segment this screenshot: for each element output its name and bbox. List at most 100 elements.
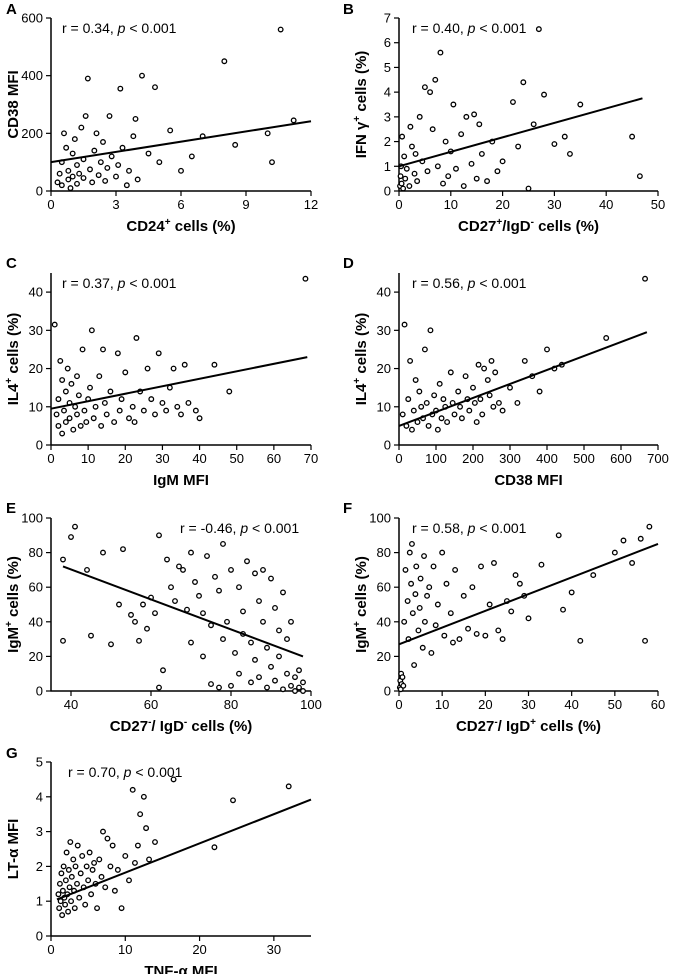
x-axis-label: CD38 MFI [494,472,562,489]
data-point [284,670,290,677]
x-axis-label-text-3: cells (%) [187,718,252,735]
y-tick-label: 100 [21,511,43,526]
data-point [611,549,618,556]
data-point [475,361,482,368]
data-point [70,426,77,433]
p-symbol: p [467,520,476,536]
x-axis-label-text-2: cells (%) [171,218,236,235]
data-point [126,167,132,174]
data-point [292,688,298,694]
data-point [232,649,238,656]
data-point [51,321,58,328]
data-point [399,411,406,418]
data-point [236,584,242,591]
x-tick-label: 700 [647,451,669,466]
data-point [98,422,105,429]
data-point [292,674,298,681]
data-point [200,610,206,617]
data-point [159,400,166,406]
x-axis-label-text: IgM MFI [153,472,209,489]
data-point [256,674,262,681]
data-point [188,549,194,556]
r-value: r = 0.40, [412,20,468,36]
data-point [81,407,88,414]
data-point [421,553,427,560]
data-point [284,636,290,643]
data-point [260,566,266,573]
data-point [476,121,483,128]
data-point [170,776,177,783]
data-point [426,584,433,591]
data-point [416,605,423,611]
y-axis-label: IgM+ cells (%) [352,556,370,653]
x-axis-label-text-3: cells (%) [534,218,599,235]
scatter-panel-a: A 0 3 6 9 12 0 200 400 600 CD24+ cells (%) CD38 MFI… [5,1,318,235]
correlation-annotation: r = 0.34, p < 0.001 [62,20,177,36]
data-point [451,411,458,418]
data-point [486,601,493,608]
y-tick-label: 20 [29,649,43,664]
data-point [67,185,74,192]
data-point [192,407,199,414]
data-point [443,580,450,587]
y-tick-label: 60 [29,580,43,595]
x-axis-label-text-2: / IgD [151,718,184,735]
data-point [67,839,74,845]
data-point [457,403,463,410]
correlation-annotation: r = 0.56, p < 0.001 [412,275,527,291]
data-point [102,177,109,184]
data-point [88,891,95,898]
data-point [69,173,76,180]
y-tick-label: 0 [36,929,43,944]
data-point [220,636,226,643]
data-point [407,123,414,130]
data-point [82,113,89,119]
x-tick-label: 0 [395,451,402,466]
x-axis-label-superscript: - [494,717,497,728]
data-point [508,608,515,615]
y-axis-label-superscript: + [4,621,15,627]
data-point [560,606,566,613]
data-point [409,610,416,617]
p-value: < 0.001 [248,520,299,536]
p-value: < 0.001 [131,764,182,780]
y-tick-label: 10 [29,399,43,414]
data-point [164,556,170,563]
data-point [152,84,158,91]
data-point [264,684,270,691]
data-point [479,411,486,418]
data-point [438,415,445,422]
data-point [87,166,93,173]
p-value: < 0.001 [475,20,526,36]
data-point [122,369,129,376]
data-point [83,419,90,426]
data-point [221,58,228,65]
y-axis-label: CD38 MFI [5,70,22,138]
data-point [120,546,126,553]
data-point [57,357,64,364]
data-point [116,601,122,608]
x-tick-label: 10 [435,697,449,712]
data-point [499,158,506,165]
regression-line [50,120,312,164]
data-point [409,541,415,547]
data-point [92,403,99,410]
y-tick-label: 5 [36,755,43,770]
data-point [414,178,421,185]
data-point [260,618,266,625]
panel-letter: G [6,745,18,762]
y-tick-label: 10 [377,399,391,414]
data-point [444,419,451,426]
y-axis-label-text: IgM [353,627,370,653]
regression-line [50,356,308,410]
y-tick-label: 400 [21,68,43,83]
data-point [140,407,147,414]
p-value: < 0.001 [475,275,526,291]
data-point [60,863,67,870]
y-axis-label-text-2: cells (%) [353,556,370,621]
data-point [577,101,584,108]
data-point [477,396,484,403]
data-point [403,165,410,172]
data-point [77,870,84,877]
data-point [140,793,147,800]
